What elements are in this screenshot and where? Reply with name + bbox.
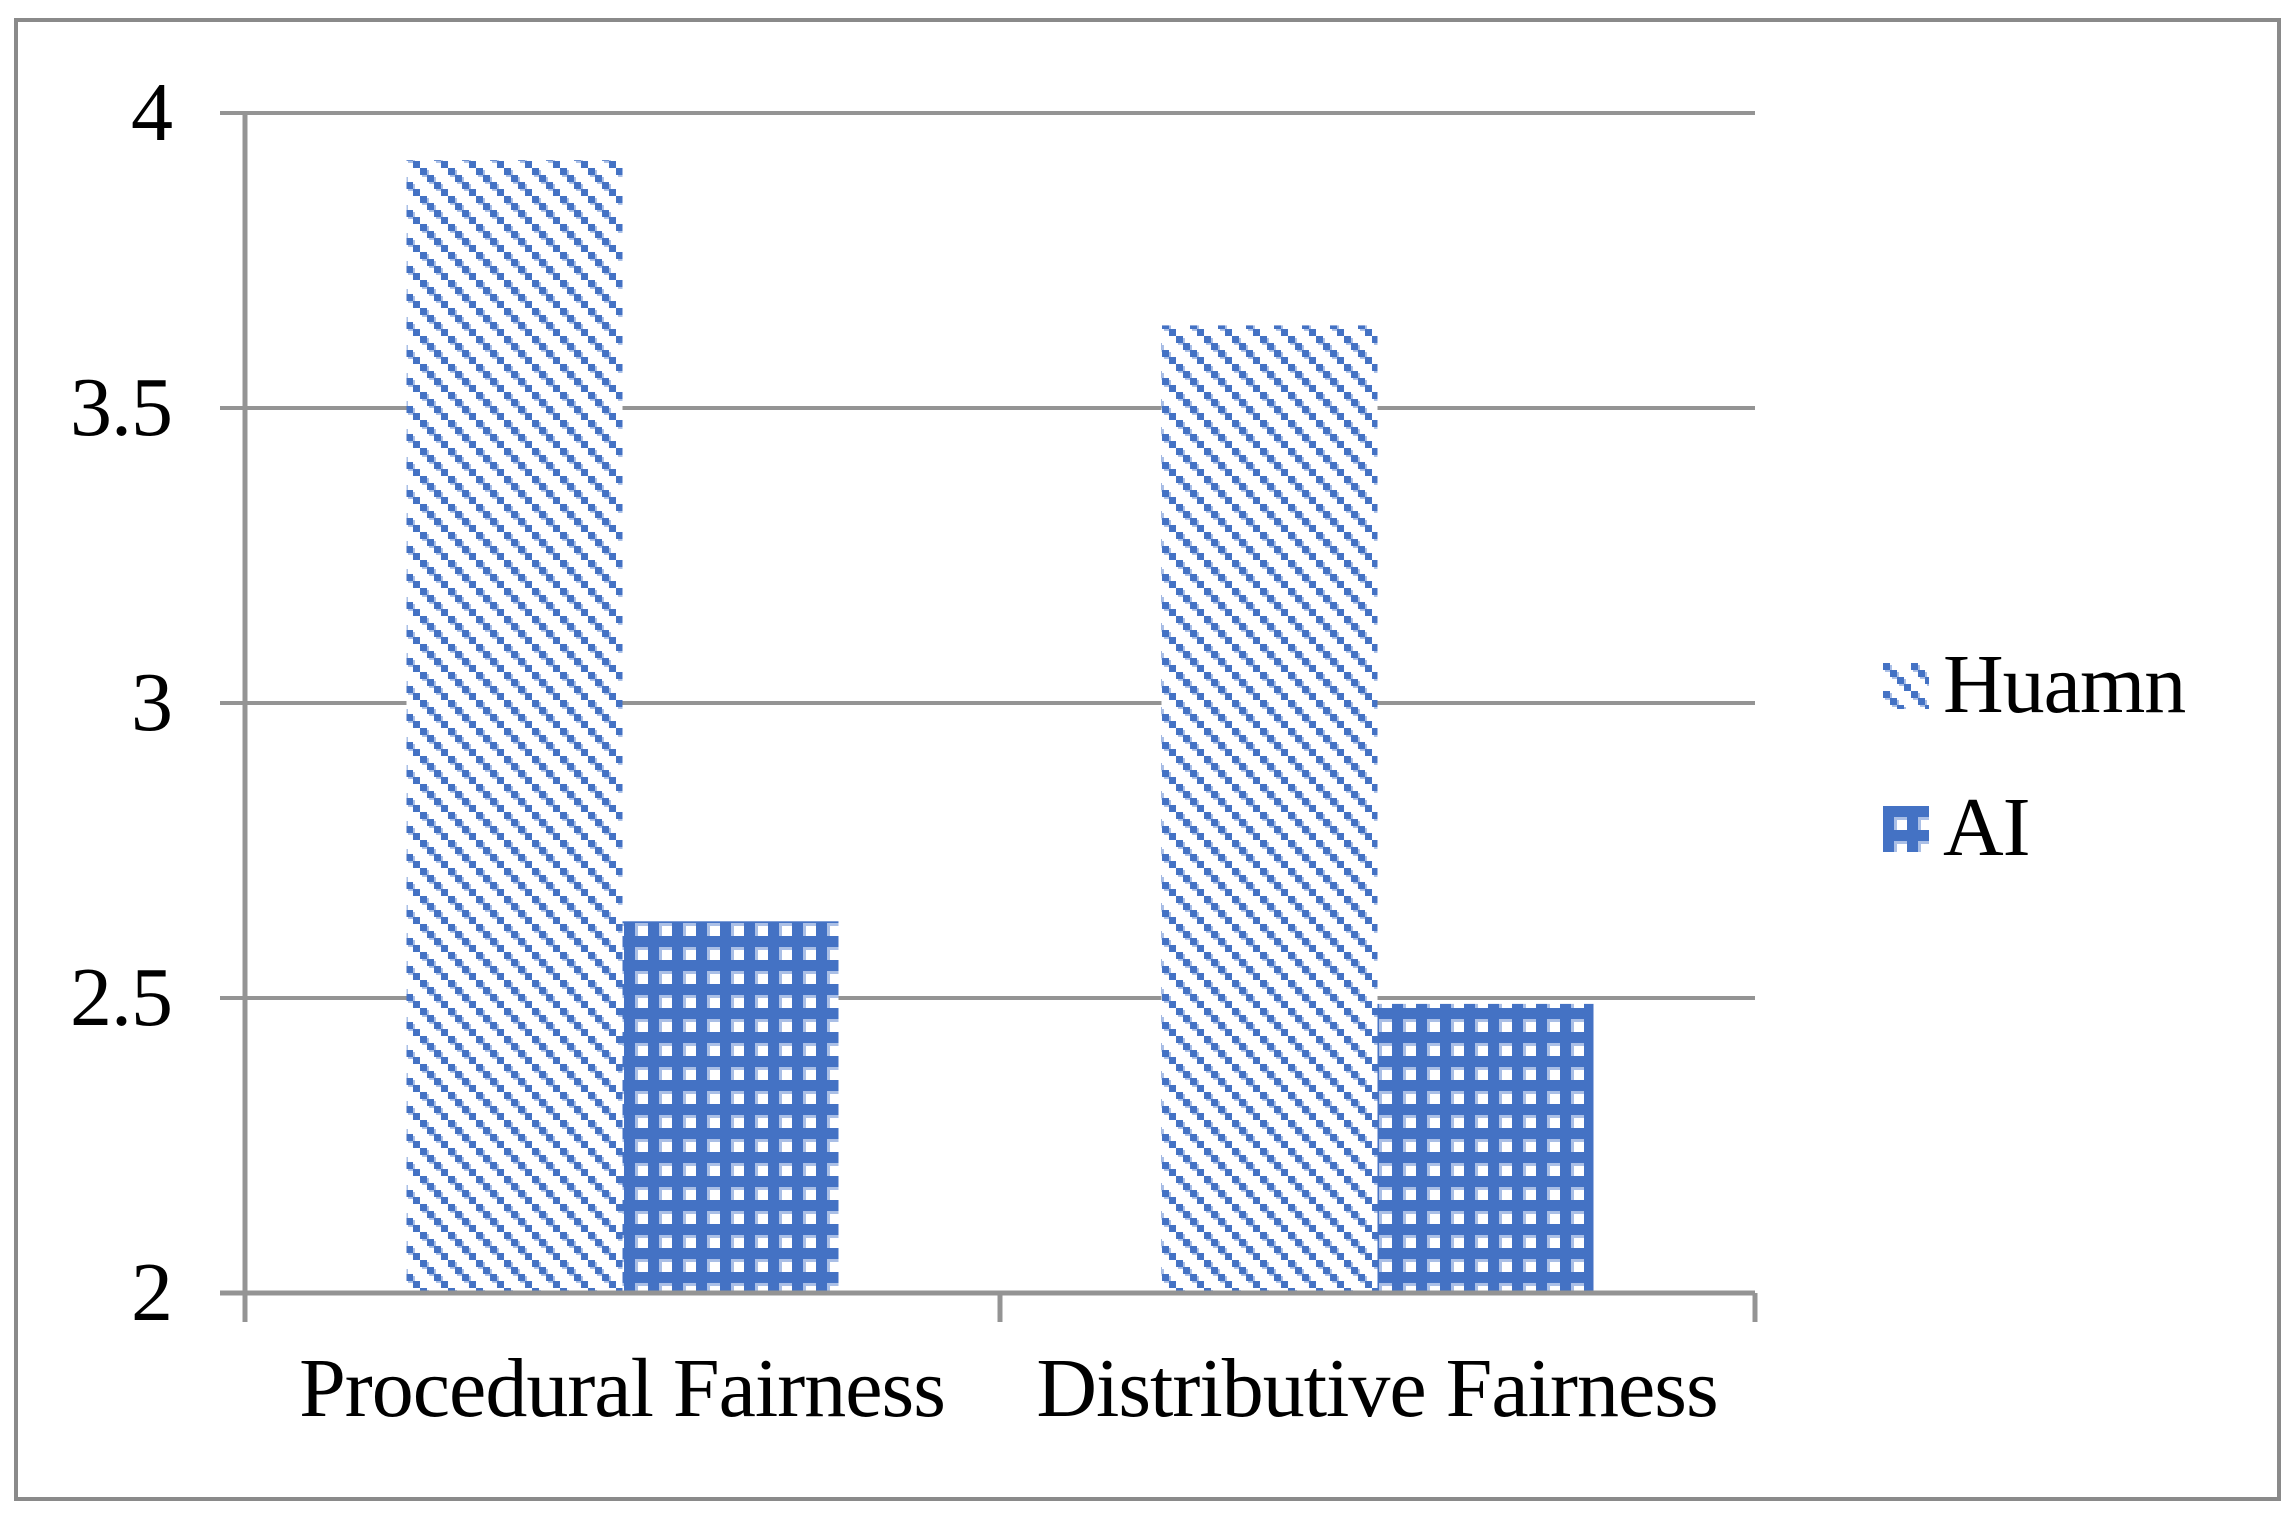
figure-border: [14, 18, 2281, 1501]
y-axis-tick-label: 4: [131, 66, 173, 159]
bar-ai-0: [622, 921, 839, 1293]
bar-huamn-1: [1161, 325, 1378, 1293]
y-axis-tick-label: 3: [131, 656, 173, 749]
diagonal-dash-pattern-icon: [1883, 663, 1929, 709]
y-axis-tick-label: 2: [131, 1246, 173, 1339]
y-axis-tick-label: 3.5: [70, 361, 173, 454]
x-axis-category-label: Distributive Fairness: [1036, 1342, 1718, 1435]
y-axis-tick-label: 2.5: [70, 951, 173, 1044]
legend-label-huamn: Huamn: [1943, 638, 2186, 731]
x-axis-category-label: Procedural Fairness: [299, 1342, 946, 1435]
legend-swatch-ai: [1883, 806, 1929, 852]
bar-ai-1: [1377, 1003, 1594, 1293]
bar-huamn-0: [406, 160, 623, 1294]
legend-label-ai: AI: [1943, 781, 2031, 874]
legend-swatch-huamn: [1883, 663, 1929, 709]
grid-pattern-icon: [1883, 806, 1929, 852]
